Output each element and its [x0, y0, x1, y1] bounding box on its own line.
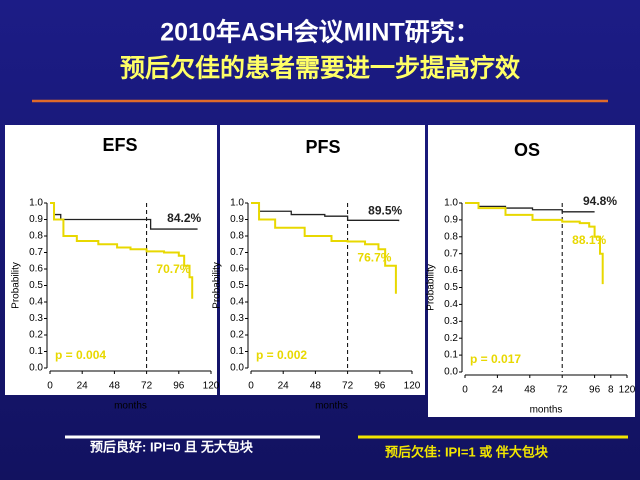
y-tick-label: 0.4 — [230, 297, 244, 308]
y-tick-label: 0.0 — [230, 363, 244, 374]
y-tick-label: 0.7 — [29, 247, 43, 258]
end-label: 76.7% — [357, 250, 391, 264]
x-tick-label: 72 — [557, 385, 569, 396]
p-value: p = 0.017 — [470, 352, 521, 366]
y-tick-label: 0.1 — [444, 350, 458, 361]
y-tick-label: 0.1 — [29, 346, 43, 357]
x-tick-label: 72 — [141, 381, 153, 392]
x-tick-label: 48 — [310, 381, 322, 392]
y-tick-label: 1.0 — [230, 198, 244, 209]
y-tick-label: 0.5 — [444, 282, 458, 293]
survival-curve — [50, 202, 194, 299]
end-label: 89.5% — [368, 203, 402, 217]
y-tick-label: 0.0 — [29, 363, 43, 374]
x-tick-label: 72 — [342, 381, 354, 392]
y-axis-label: Probability — [11, 262, 22, 309]
y-tick-label: 1.0 — [29, 198, 43, 209]
survival-curve — [251, 202, 397, 294]
y-tick-label: 0.5 — [29, 280, 43, 291]
x-tick-label: 48 — [524, 385, 536, 396]
x-tick-label: 96 — [173, 381, 185, 392]
y-tick-label: 0.9 — [444, 215, 458, 226]
y-tick-label: 0.1 — [230, 346, 244, 357]
x-tick-label: 8 — [608, 385, 614, 396]
survival-curve — [465, 202, 604, 285]
y-tick-label: 1.0 — [444, 198, 458, 209]
y-tick-label: 0.8 — [29, 231, 43, 242]
y-tick-label: 0.7 — [230, 247, 244, 258]
legend-label: 预后良好: IPI=0 且 无大包块 — [90, 439, 254, 454]
p-value: p = 0.002 — [256, 348, 307, 362]
x-axis-label: months — [315, 401, 348, 412]
y-axis-label: Probability — [212, 262, 223, 309]
x-tick-label: 120 — [203, 381, 220, 392]
panel — [5, 125, 217, 395]
chart-title: EFS — [102, 135, 137, 155]
end-label: 84.2% — [167, 211, 201, 225]
y-tick-label: 0.6 — [230, 264, 244, 275]
x-tick-label: 96 — [374, 381, 386, 392]
chart-title: OS — [514, 140, 540, 160]
title-line: 预后欠佳的患者需要进一步提高疗效 — [120, 54, 520, 83]
x-axis-label: months — [530, 405, 563, 416]
y-tick-label: 0.2 — [444, 333, 458, 344]
y-tick-label: 0.3 — [29, 313, 43, 324]
x-tick-label: 120 — [619, 385, 636, 396]
y-tick-label: 0.4 — [444, 299, 458, 310]
y-tick-label: 0.6 — [29, 264, 43, 275]
x-tick-label: 24 — [77, 381, 89, 392]
end-label: 94.8% — [583, 194, 617, 208]
y-tick-label: 0.7 — [444, 248, 458, 259]
title-line: 2010年ASH会议MINT研究： — [160, 18, 480, 47]
x-tick-label: 0 — [462, 385, 468, 396]
chart-title: PFS — [305, 137, 340, 157]
y-tick-label: 0.9 — [230, 214, 244, 225]
x-tick-label: 96 — [589, 385, 601, 396]
x-tick-label: 0 — [248, 381, 254, 392]
x-tick-label: 120 — [404, 381, 421, 392]
panel — [220, 125, 425, 395]
x-tick-label: 24 — [278, 381, 290, 392]
y-tick-label: 0.0 — [444, 367, 458, 378]
y-axis-label: Probability — [426, 264, 437, 311]
x-tick-label: 24 — [492, 385, 504, 396]
y-tick-label: 0.4 — [29, 297, 43, 308]
x-tick-label: 48 — [109, 381, 121, 392]
x-tick-label: 0 — [47, 381, 53, 392]
y-tick-label: 0.2 — [230, 330, 244, 341]
p-value: p = 0.004 — [55, 348, 106, 362]
y-tick-label: 0.3 — [444, 316, 458, 327]
y-tick-label: 0.8 — [444, 231, 458, 242]
legend-label: 预后欠佳: IPI=1 或 伴大包块 — [385, 444, 549, 459]
y-tick-label: 0.5 — [230, 280, 244, 291]
y-tick-label: 0.8 — [230, 231, 244, 242]
end-label: 88.1% — [572, 233, 606, 247]
x-axis-label: months — [114, 401, 147, 412]
y-tick-label: 0.3 — [230, 313, 244, 324]
y-tick-label: 0.9 — [29, 214, 43, 225]
end-label: 70.7% — [156, 262, 190, 276]
y-tick-label: 0.6 — [444, 265, 458, 276]
y-tick-label: 0.2 — [29, 330, 43, 341]
